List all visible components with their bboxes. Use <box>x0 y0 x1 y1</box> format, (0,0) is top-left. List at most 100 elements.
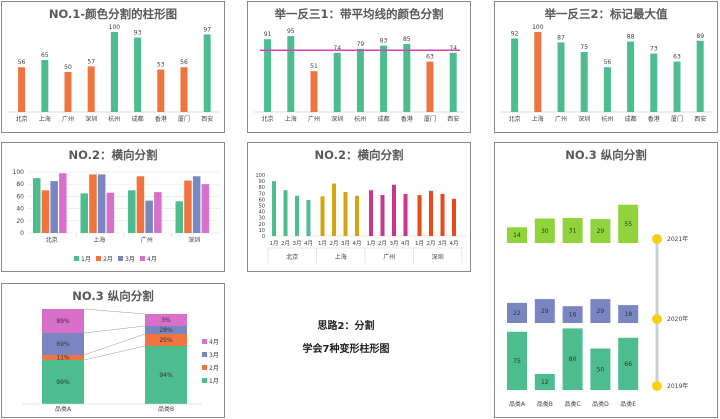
x-tick-label: 北京 <box>46 236 58 244</box>
stacked-segment <box>42 309 84 333</box>
bar <box>59 173 67 233</box>
bar <box>603 67 611 112</box>
chart-title: 举一反三1：带平均线的颜色分割 <box>274 7 444 21</box>
x-tick-label: 成都 <box>625 115 637 123</box>
x-tick-label: 广州 <box>308 115 320 123</box>
x-tick-label: 品类A <box>509 400 526 408</box>
bar <box>618 305 639 323</box>
connector-line <box>83 345 146 361</box>
data-label: 75 <box>513 358 521 365</box>
y-tick-label: 0 <box>262 234 265 240</box>
x-tick-label: 2月 <box>330 240 339 247</box>
x-tick-label: 品类C <box>564 400 580 408</box>
x-tick-label: 杭州 <box>354 115 366 123</box>
data-label: 89 <box>696 33 704 40</box>
bar <box>64 72 72 112</box>
y-tick-label: 100 <box>13 169 25 176</box>
data-label: 74 <box>333 45 341 52</box>
bar <box>392 184 396 236</box>
data-label: 12 <box>541 379 549 386</box>
chart-svg: 56 北京 65 上海 50 广州 57 深圳 100 杭州 93 成都 53 香港 56 厦门 97 西安 <box>8 24 219 123</box>
bar <box>452 198 456 236</box>
bar <box>89 174 97 233</box>
x-tick-label: 厦门 <box>178 115 190 123</box>
x-tick-label: 北京 <box>509 115 521 123</box>
x-tick-label: 4月 <box>401 240 410 247</box>
x-tick-label: 北京 <box>16 115 28 123</box>
category-label: 上海 <box>335 253 347 261</box>
legend-swatch <box>118 256 123 261</box>
x-tick-label: 香港 <box>401 115 413 123</box>
footer-heading: 思路2：分割 <box>317 321 375 332</box>
x-tick-label: 2月 <box>378 240 387 247</box>
connector-line <box>83 308 146 315</box>
bar <box>134 37 142 112</box>
x-tick-label: 1月 <box>367 240 376 247</box>
bar <box>627 41 635 112</box>
data-label: 22 <box>513 310 521 317</box>
x-tick-label: 2月 <box>427 240 436 247</box>
chart-panel-max-marker: 举一反三2：标记最大值 92 北京 100 上海 87 广州 75 深圳 56 杭州 88 成都 73 香… <box>494 1 718 133</box>
legend-swatch <box>202 378 207 383</box>
data-label: 66 <box>624 361 632 368</box>
bar <box>136 176 145 233</box>
x-tick-label: 3月 <box>438 240 447 247</box>
y-tick-label: 20 <box>259 222 265 228</box>
bar <box>403 44 411 112</box>
x-tick-label: 上海 <box>532 115 544 123</box>
legend-label: 2月 <box>103 256 113 263</box>
chart-svg: 99% 11% 69% 89% 品类A 94% 25% 28% 3% 品类B 4月 3月 2月 1月 <box>22 308 219 413</box>
data-label: 95 <box>287 28 295 35</box>
bar <box>590 219 611 243</box>
x-tick-label: 杭州 <box>108 115 120 123</box>
bar <box>203 34 211 112</box>
data-label: 94% <box>159 372 173 379</box>
legend-swatch <box>140 256 145 261</box>
bar <box>128 190 136 233</box>
data-label: 14 <box>513 232 521 239</box>
data-label: 99% <box>56 379 70 386</box>
data-label: 74 <box>449 45 457 52</box>
data-label: 28% <box>159 327 173 334</box>
data-label: 80 <box>569 356 577 363</box>
chart-svg: 0 20 40 60 80 100 北京 上海 广州 深圳 1月 2月 3月 4月 <box>13 169 220 263</box>
connector-line <box>83 333 146 356</box>
bar <box>157 69 165 112</box>
bar <box>320 196 325 236</box>
data-label: 100 <box>532 24 544 31</box>
x-tick-label: 3月 <box>341 240 350 247</box>
data-label: 50 <box>597 366 605 373</box>
chart-panel-color-split: NO.1-颜色分割的柱形图 56 北京 65 上海 50 广州 57 深圳 100 杭州 93 成都 5… <box>1 1 225 133</box>
timeline-marker <box>652 381 662 391</box>
chart-panel-horizontal-split-clustered: NO.2：横向分割 0 20 40 60 80 100 北京 上海 广州 深圳 1月 2月 3月 4月 <box>1 142 225 272</box>
bar <box>18 67 26 112</box>
y-tick-label: 50 <box>259 204 265 210</box>
chart-panel-vertical-split-stacked: NO.3 纵向分割 99% 11% 69% 89% 品类A 94% 25% 28% 3% 品类B 4… <box>1 283 225 418</box>
bar <box>310 71 318 112</box>
bar <box>403 193 408 236</box>
bar <box>287 36 295 112</box>
bar <box>696 40 704 112</box>
x-tick-label: 品类A <box>55 405 72 413</box>
bar <box>106 192 115 233</box>
x-tick-label: 1月 <box>270 240 279 247</box>
stacked-segment <box>42 355 84 360</box>
data-label: 65 <box>41 52 49 59</box>
bar <box>507 331 527 390</box>
connector-line <box>83 325 146 334</box>
legend-label: 2月 <box>209 365 219 372</box>
data-label: 63 <box>673 54 681 61</box>
bar <box>562 217 583 243</box>
data-label: 63 <box>426 54 434 61</box>
data-label: 91 <box>264 31 272 38</box>
bar <box>511 38 519 112</box>
data-label: 92 <box>511 30 519 37</box>
data-label: 75 <box>580 44 588 51</box>
bar <box>449 52 457 112</box>
chart-svg: 91 北京 95 上海 51 广州 74 深圳 79 杭州 83 成都 85 香港 63 厦门 74 西安 <box>254 28 465 123</box>
stacked-segment <box>145 314 187 326</box>
x-tick-label: 西安 <box>447 115 459 123</box>
bar <box>417 195 422 236</box>
y-tick-label: 60 <box>16 193 24 200</box>
stacked-segment <box>145 334 187 346</box>
